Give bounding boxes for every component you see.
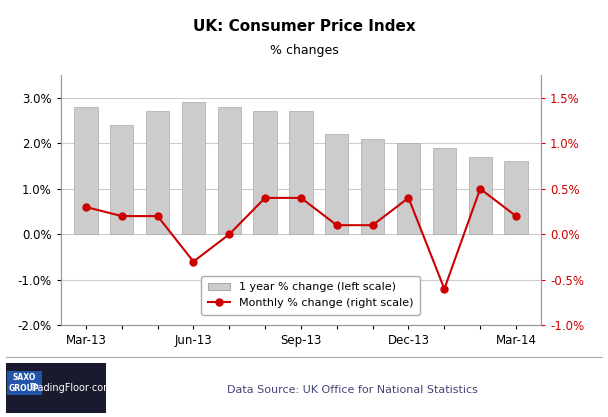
- Bar: [110, 125, 133, 234]
- Bar: [254, 111, 277, 234]
- Text: Data Source: UK Office for National Statistics: Data Source: UK Office for National Stat…: [227, 385, 478, 395]
- Bar: [325, 134, 348, 234]
- Bar: [146, 111, 169, 234]
- Bar: [289, 111, 313, 234]
- Text: TradingFloor·com: TradingFloor·com: [29, 383, 113, 393]
- Bar: [505, 161, 528, 234]
- Bar: [182, 102, 205, 234]
- Bar: [74, 107, 97, 234]
- Text: SAXO
GROUP: SAXO GROUP: [9, 373, 40, 392]
- Text: UK: Consumer Price Index: UK: Consumer Price Index: [193, 19, 415, 34]
- Bar: [218, 107, 241, 234]
- Bar: [397, 143, 420, 234]
- Bar: [469, 157, 492, 234]
- Bar: [361, 139, 384, 234]
- Bar: [433, 148, 456, 234]
- Text: % changes: % changes: [269, 44, 339, 57]
- Legend: 1 year % change (left scale), Monthly % change (right scale): 1 year % change (left scale), Monthly % …: [201, 276, 420, 315]
